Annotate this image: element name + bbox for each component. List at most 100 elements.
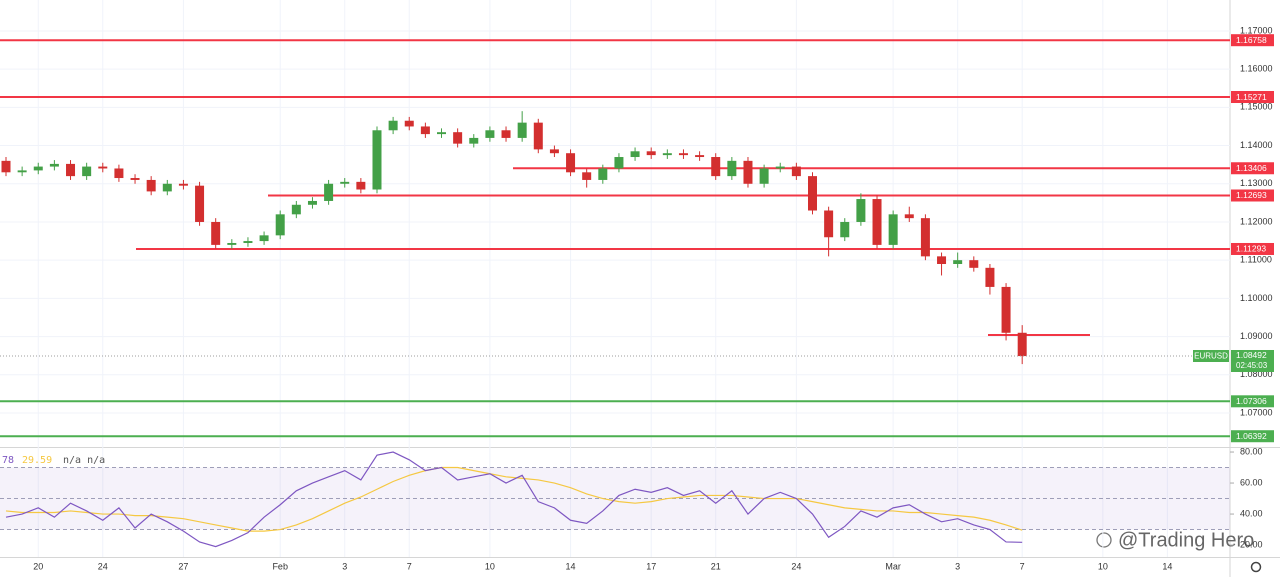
candle-body xyxy=(469,137,479,144)
watermark-text: @Trading Hero xyxy=(1118,529,1254,551)
candle-body xyxy=(969,260,979,268)
candle-body xyxy=(372,130,382,190)
candle-body xyxy=(33,166,43,171)
candle-body xyxy=(388,120,398,131)
level-label-bg xyxy=(1231,34,1274,47)
candle-body xyxy=(146,179,156,192)
watermark: @Trading Hero xyxy=(1096,529,1254,551)
candle-body xyxy=(324,183,334,201)
candle-body xyxy=(566,153,576,173)
x-tick-label: 17 xyxy=(646,561,656,571)
watermark-icon xyxy=(1096,532,1112,548)
countdown-label: 02:45:03 xyxy=(1236,361,1268,370)
candle-body xyxy=(211,221,221,245)
settings-icon[interactable] xyxy=(1250,561,1262,573)
rsi-tick-label: 40.00 xyxy=(1240,508,1263,518)
candle-body xyxy=(195,185,205,222)
candle-body xyxy=(275,214,285,236)
candle-body xyxy=(1,160,11,173)
candle-body xyxy=(791,166,801,177)
x-tick-label: Feb xyxy=(272,561,288,571)
candle-body xyxy=(453,132,463,144)
candle-body xyxy=(17,170,27,173)
x-tick-label: 27 xyxy=(178,561,188,571)
x-tick-label: 24 xyxy=(791,561,801,571)
x-tick-label: 3 xyxy=(955,561,960,571)
candle-body xyxy=(743,160,753,184)
x-tick-label: 24 xyxy=(98,561,108,571)
candle-body xyxy=(856,199,866,222)
y-tick-label: 1.13000 xyxy=(1240,178,1273,188)
level-label: 1.06392 xyxy=(1236,431,1267,441)
candle-body xyxy=(259,235,269,242)
rsi-header: 78 xyxy=(2,455,14,466)
rsi-tick-label: 80.00 xyxy=(1240,446,1263,456)
last-price-label: 1.08492 xyxy=(1236,350,1267,360)
rsi-ma-line xyxy=(5,466,1023,532)
x-tick-label: 14 xyxy=(1162,561,1172,571)
level-label: 1.16758 xyxy=(1236,35,1267,45)
candle-body xyxy=(695,155,705,158)
candle-body xyxy=(243,241,253,243)
candle-body xyxy=(307,200,317,205)
level-label: 1.15271 xyxy=(1236,92,1267,102)
rsi-line xyxy=(5,451,1023,548)
candle-body xyxy=(1001,286,1011,333)
x-tick-label: 10 xyxy=(485,561,495,571)
candle-body xyxy=(711,157,721,177)
rsi-header: 29.59 xyxy=(22,455,52,466)
candle-body xyxy=(227,242,237,245)
candle-body xyxy=(49,163,59,167)
candle-body xyxy=(662,153,672,156)
candle-body xyxy=(533,122,543,150)
candle-body xyxy=(162,183,172,192)
y-tick-label: 1.07000 xyxy=(1240,407,1273,417)
candle-body xyxy=(340,181,350,184)
level-label-bg xyxy=(1231,242,1274,255)
level-label-bg xyxy=(1231,91,1274,104)
candle-body xyxy=(130,178,140,180)
candle-body xyxy=(82,166,92,177)
level-label: 1.07306 xyxy=(1236,396,1267,406)
y-tick-label: 1.10000 xyxy=(1240,293,1273,303)
y-tick-label: 1.08000 xyxy=(1240,369,1273,379)
x-tick-label: 3 xyxy=(342,561,347,571)
rsi-tick-label: 60.00 xyxy=(1240,477,1263,487)
candle-body xyxy=(775,166,785,169)
candle-body xyxy=(582,172,592,180)
candle-body xyxy=(824,210,834,238)
y-tick-label: 1.09000 xyxy=(1240,331,1273,341)
candle-body xyxy=(630,151,640,158)
gear[interactable] xyxy=(1250,561,1262,573)
y-tick-label: 1.16000 xyxy=(1240,64,1273,74)
candle-body xyxy=(178,183,188,186)
candle-body xyxy=(549,149,559,154)
last-price-bg xyxy=(1231,349,1274,372)
level-label-bg xyxy=(1231,395,1274,408)
candle-body xyxy=(114,168,124,179)
candle-body xyxy=(808,176,817,211)
candle-body xyxy=(517,122,527,138)
x-tick-label: 21 xyxy=(711,561,721,571)
candle-body xyxy=(501,130,511,138)
candle-body xyxy=(614,157,624,169)
candle-body xyxy=(953,260,963,264)
level-label: 1.12693 xyxy=(1236,190,1267,200)
candle-body xyxy=(872,199,882,245)
candle-body xyxy=(646,151,656,156)
level-label-bg xyxy=(1231,189,1274,202)
level-label: 1.11293 xyxy=(1236,244,1266,254)
symbol-label-bg xyxy=(1193,349,1229,362)
symbol-label: EURUSD xyxy=(1194,352,1228,361)
x-tick-label: 7 xyxy=(407,561,412,571)
candle-body xyxy=(356,181,366,190)
level-label-bg xyxy=(1231,430,1274,443)
candle-body xyxy=(420,126,430,135)
candle-body xyxy=(888,214,898,245)
level-label: 1.13406 xyxy=(1236,163,1267,173)
x-tick-label: Mar xyxy=(885,561,901,571)
candle-body xyxy=(937,256,947,264)
candle-body xyxy=(985,267,995,287)
candle-body xyxy=(678,153,688,156)
candle-body xyxy=(291,204,301,215)
